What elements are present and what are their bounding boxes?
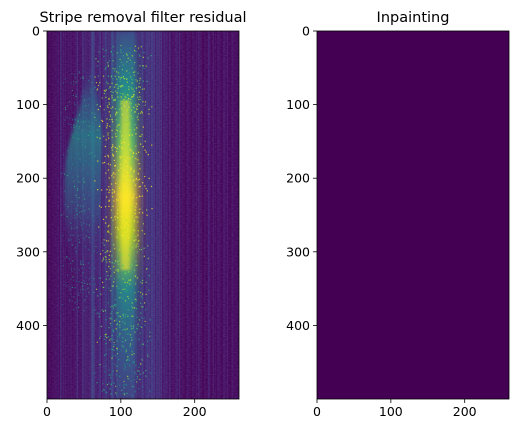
inpainting-heatmap — [317, 31, 509, 399]
residual-heatmap — [47, 31, 239, 399]
inpainting-ytick-label: 100 — [286, 97, 310, 112]
inpainting-title: Inpainting — [377, 10, 450, 26]
residual-xtick-label: 0 — [43, 404, 51, 419]
inpainting-ytick-label: 300 — [286, 244, 310, 259]
residual-panel: Stripe removal filter residual 0 100 200 0 1… — [16, 10, 246, 419]
inpainting-axes-frame — [316, 30, 510, 400]
inpainting-xtick-label: 200 — [453, 404, 477, 419]
residual-axes-frame — [46, 30, 240, 400]
inpainting-xtick-label: 0 — [313, 404, 321, 419]
residual-ytick-label: 400 — [16, 318, 40, 333]
residual-xtick-label: 100 — [109, 404, 133, 419]
inpainting-ytick-label: 200 — [286, 171, 310, 186]
inpainting-panel: Inpainting 0 100 200 0 100 200 300 400 — [286, 10, 510, 419]
residual-xtick-label: 200 — [183, 404, 207, 419]
residual-ytick-label: 100 — [16, 97, 40, 112]
residual-ytick-label: 300 — [16, 244, 40, 259]
inpainting-ytick-label: 400 — [286, 318, 310, 333]
residual-ytick-label: 0 — [32, 24, 40, 39]
inpainting-xtick-label: 100 — [379, 404, 403, 419]
residual-ytick-label: 200 — [16, 171, 40, 186]
inpainting-ytick-label: 0 — [302, 24, 310, 39]
residual-title: Stripe removal filter residual — [39, 10, 246, 26]
